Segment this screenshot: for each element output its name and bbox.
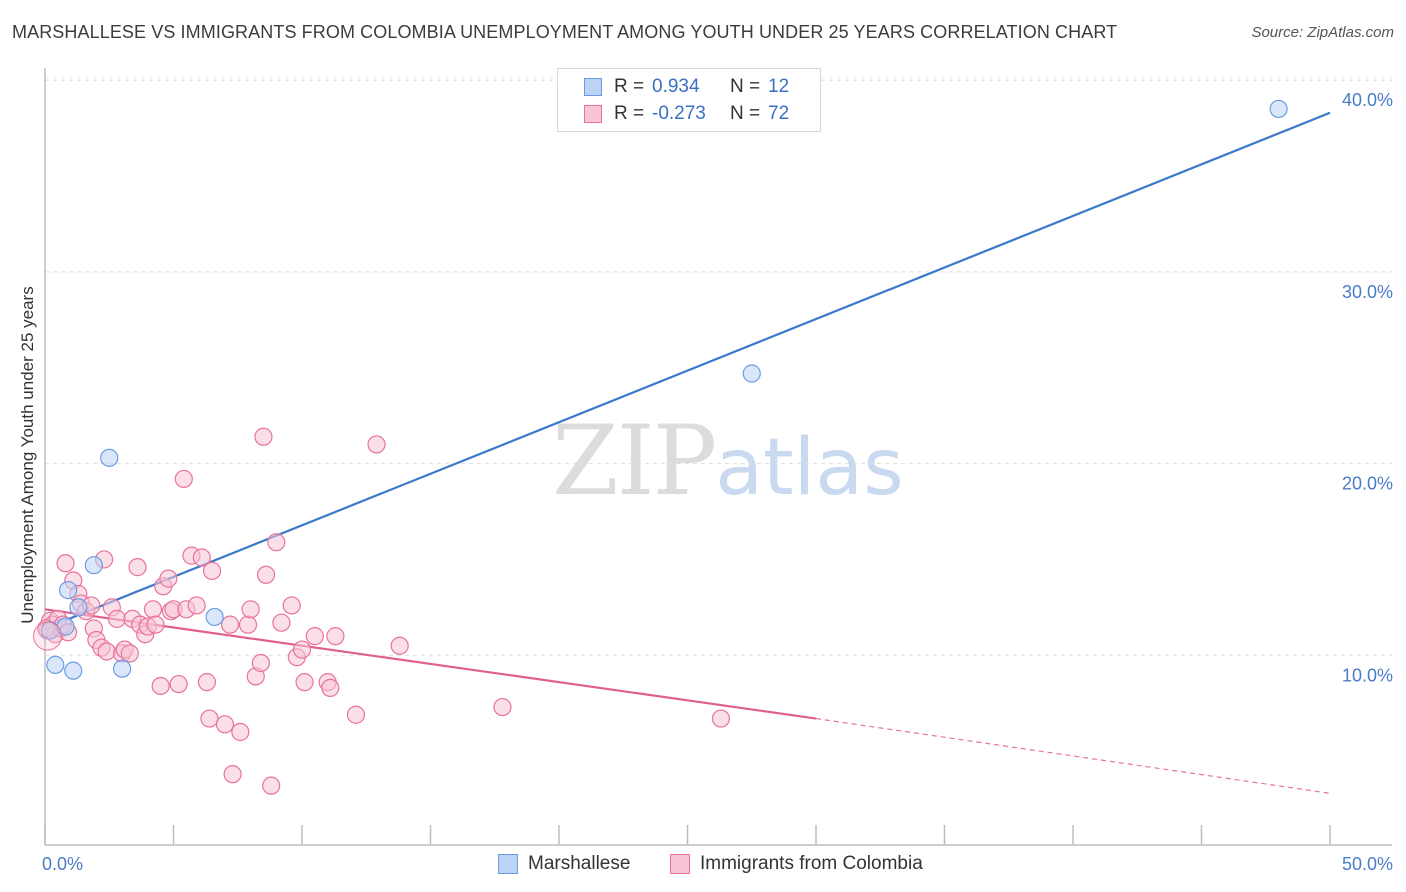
legend-row-marshallese: R = 0.934 N = 12 (584, 74, 789, 100)
colombia-point (390, 636, 409, 655)
axes (44, 68, 1392, 846)
n-value: 72 (768, 103, 790, 124)
colombia-point (192, 548, 211, 567)
colombia-trend-line (44, 608, 817, 720)
data-points (33, 99, 1288, 795)
chart-title: MARSHALLESE VS IMMIGRANTS FROM COLOMBIA … (12, 22, 1118, 42)
colombia-swatch (584, 105, 602, 123)
y-tick-label: 30.0% (1342, 282, 1393, 302)
marshallese-trend-line (44, 111, 1331, 630)
colombia-point (305, 627, 324, 646)
colombia-point (220, 615, 240, 634)
colombia-point (267, 533, 286, 552)
marshallese-legend-swatch (498, 854, 518, 874)
marshallese-point (205, 607, 224, 627)
colombia-point (97, 642, 116, 661)
legend-row-colombia: R = -0.273 N = 72 (584, 101, 789, 127)
source-label: Source: ZipAtlas.com (1251, 24, 1394, 41)
marshallese-swatch (584, 78, 602, 96)
colombia-point (143, 600, 163, 619)
tick-labels: 10.0% 20.0% 30.0% 40.0% 0.0% 50.0% (42, 90, 1393, 874)
y-tick-label: 40.0% (1342, 90, 1393, 110)
colombia-point (711, 709, 731, 728)
colombia-point (146, 615, 165, 634)
colombia-point (223, 765, 242, 784)
colombia-point (321, 678, 340, 697)
colombia-point (33, 621, 63, 651)
colombia-point (128, 558, 147, 577)
marshallese-point (1269, 99, 1288, 119)
watermark-atlas: atlas (715, 423, 904, 513)
colombia-legend-swatch (670, 854, 690, 874)
marshallese-point (84, 556, 103, 575)
colombia-point (493, 697, 512, 717)
colombia-point (292, 640, 312, 659)
colombia-point (174, 469, 193, 489)
marshallese-point (64, 661, 83, 680)
colombia-point (202, 561, 222, 581)
n-label: N = (730, 103, 761, 124)
colombia-point (107, 609, 127, 628)
bottom-legend-marshallese: Marshallese (498, 852, 630, 876)
colombia-point (326, 627, 345, 646)
marshallese-point (100, 448, 119, 467)
colombia-trend-extension (815, 717, 1331, 794)
colombia-point (272, 613, 291, 632)
colombia-point (159, 569, 178, 588)
colombia-point (256, 565, 276, 584)
colombia-point (262, 776, 281, 795)
colombia-point (215, 715, 234, 734)
r-value: 0.934 (652, 76, 700, 97)
y-tick-label: 10.0% (1342, 665, 1393, 685)
colombia-point (367, 435, 386, 454)
marshallese-point (46, 655, 65, 674)
colombia-point (346, 705, 366, 724)
colombia-point (295, 673, 314, 692)
n-label: N = (730, 76, 761, 97)
colombia-point (56, 554, 75, 573)
trend-lines (44, 111, 1331, 794)
grid-lines (45, 77, 1392, 656)
marshallese-point (742, 364, 761, 383)
x-tick-label-max: 50.0% (1342, 854, 1393, 874)
r-value: -0.273 (652, 103, 706, 124)
colombia-point (200, 709, 219, 728)
colombia-point (120, 644, 139, 663)
r-label: R = (614, 76, 645, 97)
y-tick-label: 20.0% (1342, 474, 1393, 494)
colombia-point (169, 674, 188, 694)
colombia-legend-label: Immigrants from Colombia (700, 853, 923, 874)
marshallese-point (59, 581, 78, 600)
marshallese-point (69, 598, 88, 617)
colombia-point (238, 615, 258, 634)
correlation-legend: R = 0.934 N = 12 R = -0.273 N = 72 (557, 68, 821, 132)
colombia-point (254, 427, 273, 446)
colombia-point (151, 676, 170, 696)
colombia-point (251, 653, 270, 673)
x-tick-label-min: 0.0% (42, 854, 83, 874)
watermark: ZIPatlas (552, 405, 904, 517)
n-value: 12 (768, 76, 790, 97)
watermark-zip: ZIP (552, 405, 717, 517)
colombia-point (241, 600, 260, 619)
bottom-legend-colombia: Immigrants from Colombia (670, 852, 923, 876)
colombia-point (187, 596, 206, 615)
marshallese-legend-label: Marshallese (528, 853, 631, 874)
r-label: R = (614, 103, 645, 124)
colombia-point (231, 722, 250, 742)
marshallese-point (112, 659, 132, 678)
colombia-point (282, 596, 301, 615)
marshallese-point (56, 617, 75, 636)
colombia-point (197, 673, 217, 692)
